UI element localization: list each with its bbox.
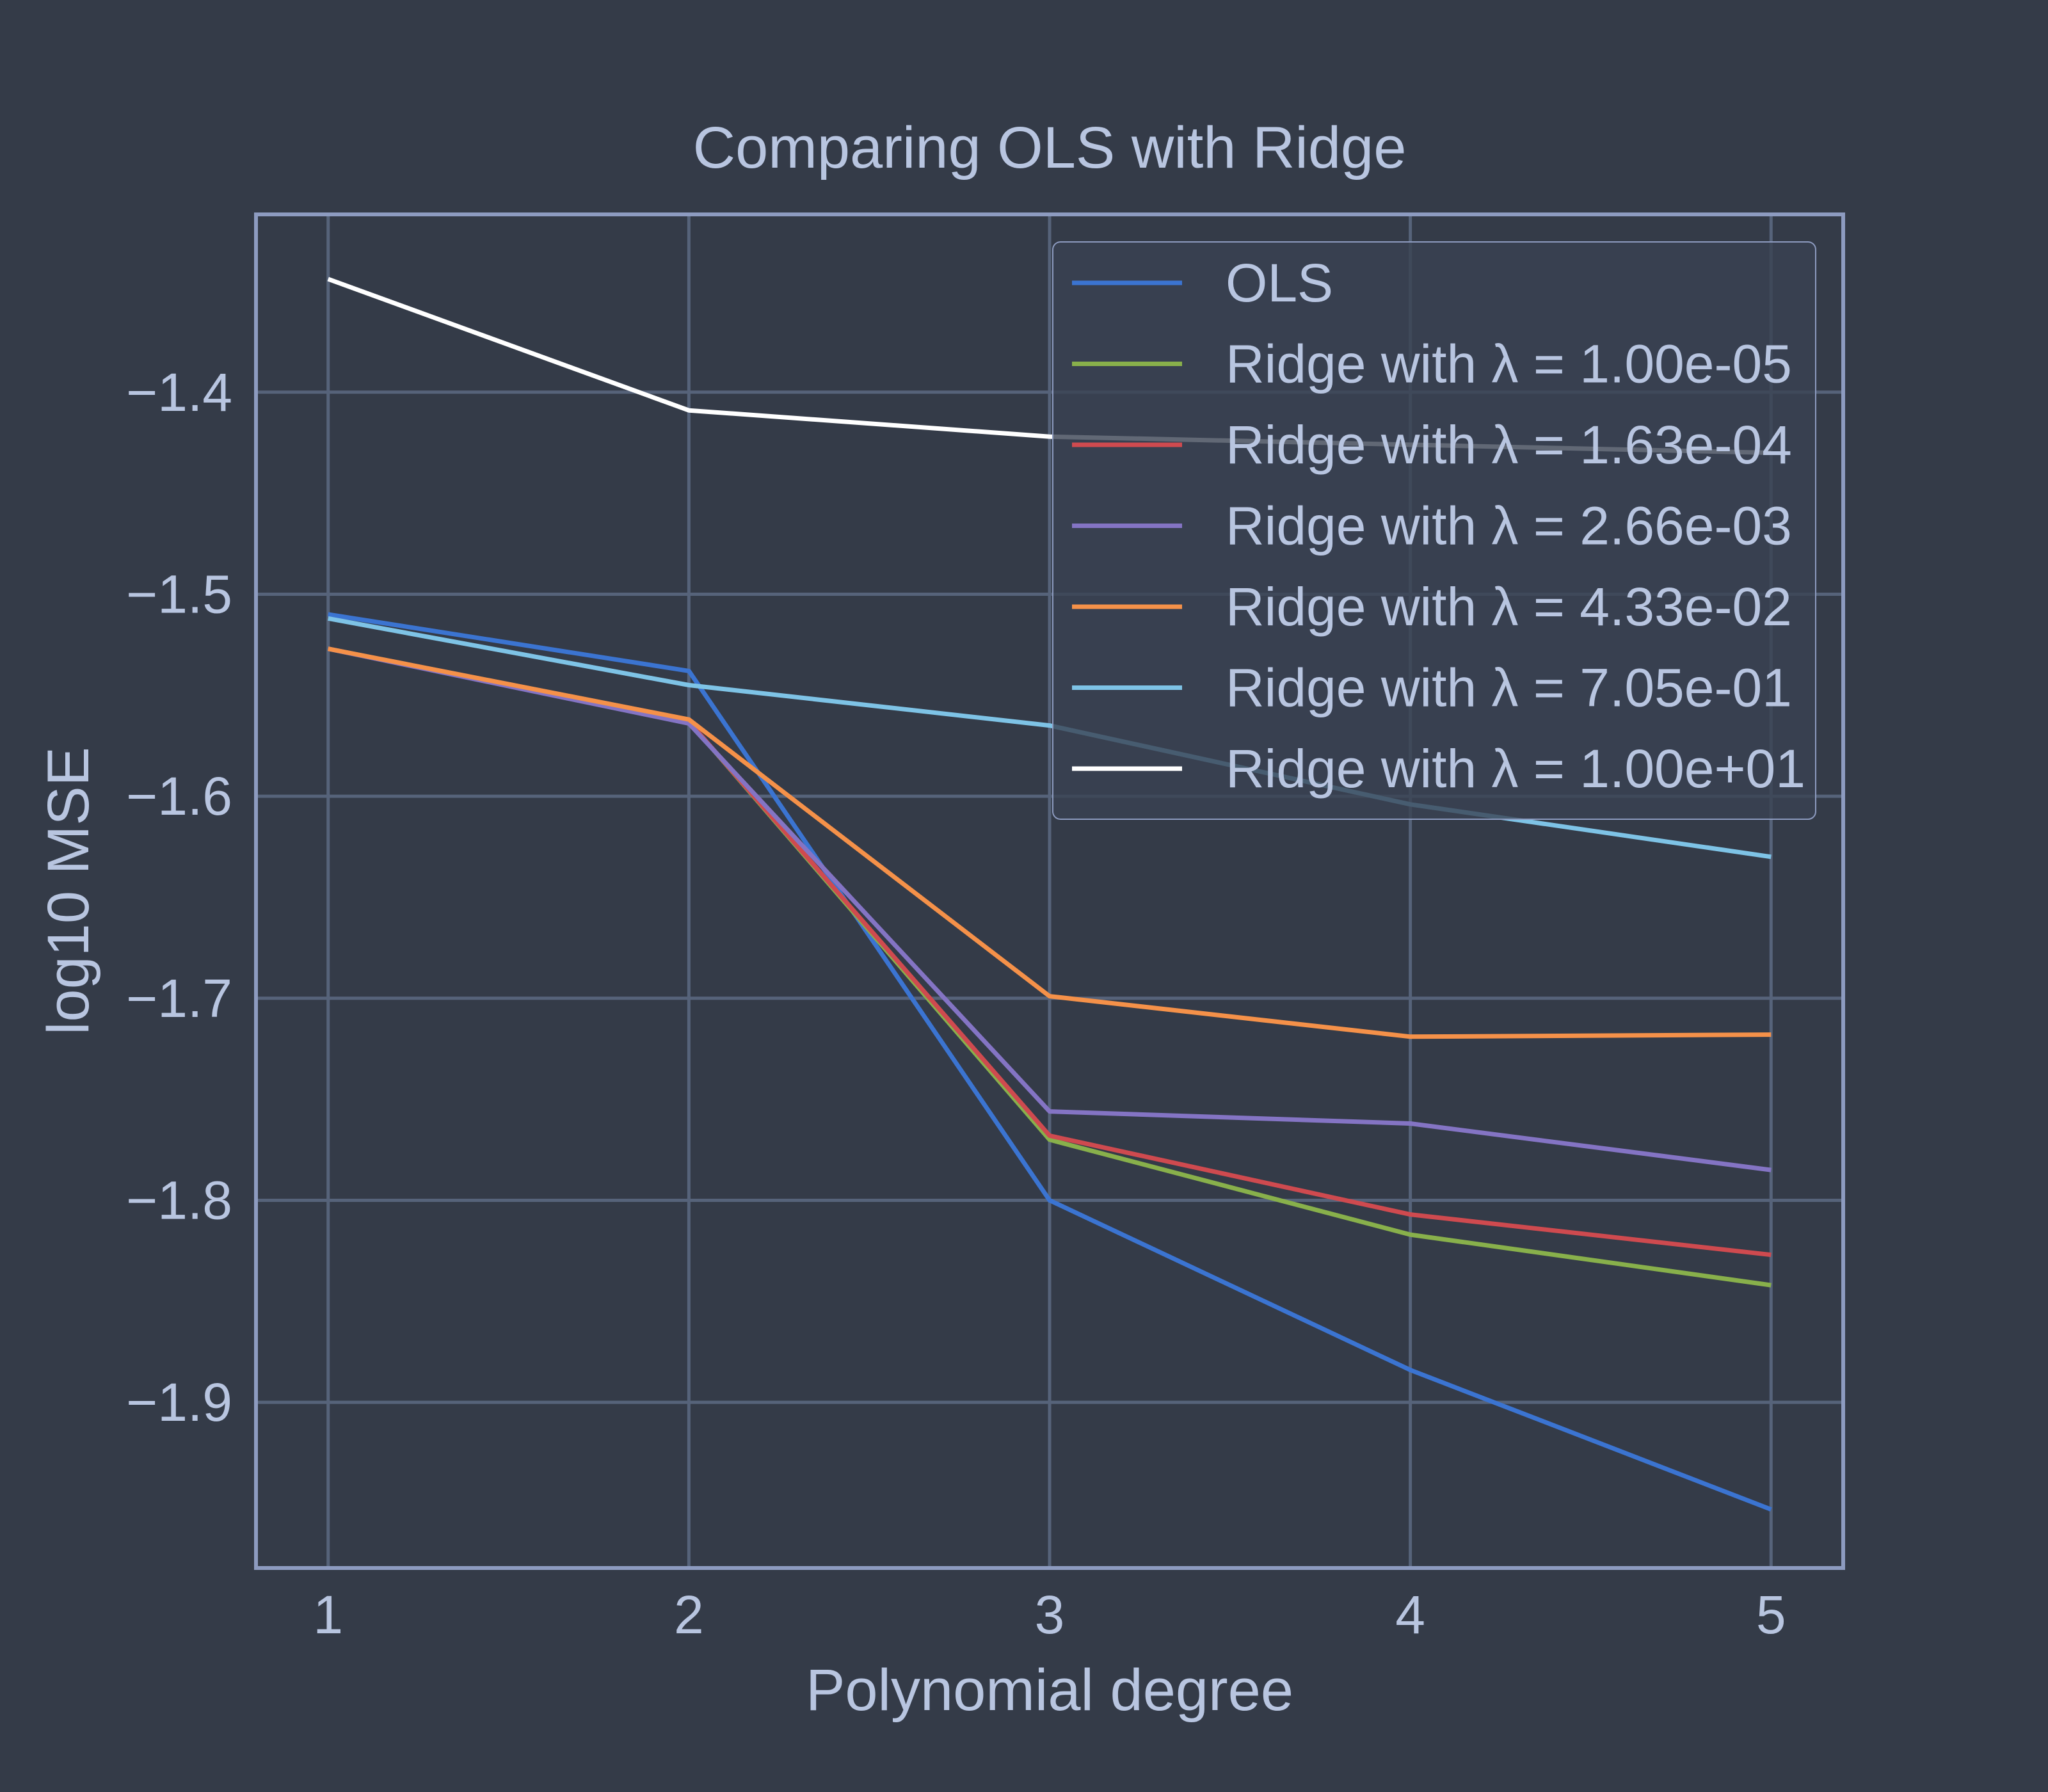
x-tick-label: 4: [1395, 1585, 1425, 1645]
y-tick-label: −1.6: [126, 766, 232, 826]
y-tick-label: −1.8: [126, 1170, 232, 1230]
y-tick-label: −1.7: [126, 968, 232, 1028]
legend-box: [1052, 241, 1816, 820]
legend-label: Ridge with λ = 7.05e-01: [1226, 658, 1792, 718]
y-tick-label: −1.4: [126, 362, 232, 422]
chart-title: Comparing OLS with Ridge: [693, 115, 1407, 180]
series-line-0: [328, 612, 1772, 1512]
x-tick-label: 5: [1756, 1585, 1786, 1645]
x-tick-label: 3: [1035, 1585, 1065, 1645]
x-tick-label: 1: [313, 1585, 343, 1645]
plot-frame: [254, 212, 1845, 1570]
legend-label: Ridge with λ = 1.63e-04: [1226, 415, 1792, 475]
series-line-4: [328, 646, 1772, 1039]
series-line-3: [327, 646, 1772, 1172]
legend-label: Ridge with λ = 1.00e+01: [1226, 739, 1805, 799]
legend-label: Ridge with λ = 1.00e-05: [1226, 334, 1792, 394]
y-tick-labels: −1.4 −1.5 −1.6 −1.7 −1.8 −1.9: [126, 362, 232, 1432]
series-lines: [327, 276, 1772, 1512]
legend-label: OLS: [1226, 253, 1333, 313]
y-tick-label: −1.5: [126, 564, 232, 624]
x-axis-label: Polynomial degree: [806, 1658, 1293, 1723]
series-line-5: [328, 616, 1772, 860]
legend: OLS Ridge with λ = 1.00e-05 Ridge with λ =…: [1052, 241, 1816, 820]
y-tick-label: −1.9: [126, 1372, 232, 1432]
legend-label: Ridge with λ = 2.66e-03: [1226, 496, 1792, 556]
x-tick-label: 2: [674, 1585, 704, 1645]
y-axis-label: log10 MSE: [36, 747, 101, 1035]
x-tick-labels: 1 2 3 4 5: [313, 1585, 1786, 1645]
legend-items: OLS Ridge with λ = 1.00e-05 Ridge with λ =…: [1072, 253, 1805, 799]
legend-label: Ridge with λ = 4.33e-02: [1226, 577, 1792, 637]
